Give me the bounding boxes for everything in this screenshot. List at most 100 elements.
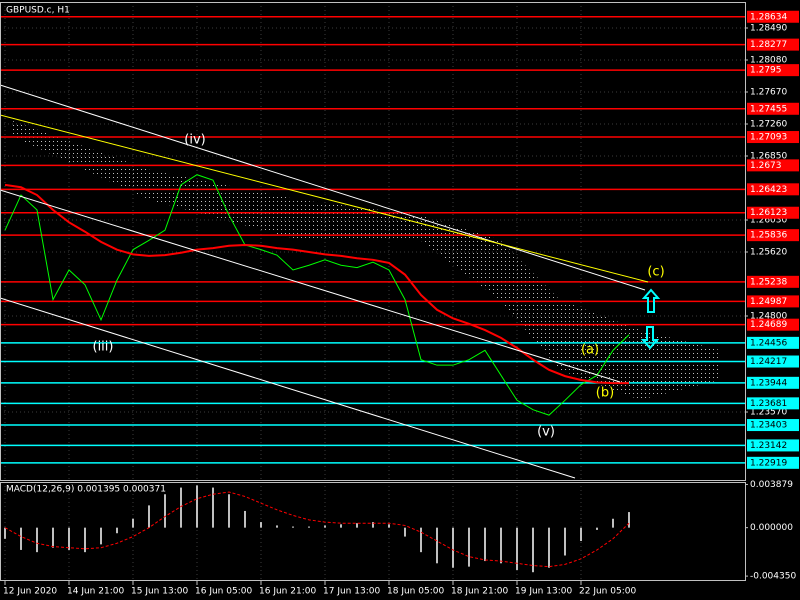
macd-bar [324,525,326,528]
trend-lines [0,84,649,479]
trend-line [0,189,621,383]
macd-bar [116,527,118,534]
macd-bar [52,527,54,548]
y-tick-label: 1.24800 [750,312,787,322]
wave-label: (b) [596,386,614,401]
macd-bar [164,494,166,528]
level-label: 1.28277 [750,40,787,50]
x-tick-label: 16 Jun 21:00 [259,587,316,597]
level-label: 1.23403 [750,421,787,431]
level-label: 1.24217 [750,357,787,367]
annotations: (iii) (iv) (v) (a) (b) (c) [93,133,665,440]
x-tick-label: 15 Jun 13:00 [131,587,188,597]
level-label-box [747,355,799,368]
level-label: 1.27455 [750,104,787,114]
macd-bar [580,527,582,542]
macd-bar [548,527,550,568]
y-tick-label: 1.23570 [750,408,787,418]
macd-panel [4,485,630,573]
level-label: 1.28634 [750,12,787,22]
y-tick-label: 0.000000 [750,523,793,533]
wave-label: (v) [537,425,555,440]
level-label-box [747,10,799,23]
x-tick-label: 14 Jun 21:00 [67,587,124,597]
macd-bar [340,524,342,528]
x-tick-label: 12 Jun 2020 [3,587,57,597]
macd-bar [292,526,294,528]
macd-bar [260,522,262,528]
macd-bar [564,527,566,556]
arrow-up [641,288,661,313]
level-label-box [747,376,799,389]
level-label: 1.25238 [750,277,787,287]
level-label: 1.24456 [750,338,787,348]
level-label-box [747,102,799,115]
level-label-box [747,183,799,196]
level-label: 1.26123 [750,208,787,218]
level-label: 1.23944 [750,378,787,388]
y-tick-label: 1.27260 [750,119,787,129]
macd-bar [404,527,406,537]
macd-bar [468,527,470,567]
macd-bar [452,527,454,568]
series [4,174,630,416]
wave-label: (c) [647,265,664,280]
chart-title: GBPUSD.c, H1 [6,6,70,16]
macd-bar [596,527,598,530]
moving-average [4,183,629,385]
macd-bar [516,527,518,570]
y-tick-label: 1.28080 [750,55,787,65]
x-tick-label: 22 Jun 05:00 [579,587,636,597]
macd-panel-border [0,482,746,581]
level-label: 1.27093 [750,133,787,143]
level-label-box [747,206,799,219]
wave-label: (iv) [184,133,205,148]
y-tick-label: 1.27670 [750,87,787,97]
macd-bar [212,487,214,528]
macd-bar [500,527,502,564]
level-label-box [747,131,799,144]
y-tick-label: 1.26850 [750,151,787,161]
macd-bar [388,524,390,528]
macd-bar [180,487,182,528]
level-label-box [747,275,799,288]
level-label: 1.2795 [750,66,782,76]
macd-bar [132,518,134,528]
macd-title: MACD(12,26,9) 0.001395 0.000371 [6,485,166,495]
y-tick-label: 0.003879 [750,480,793,490]
level-label-box [747,439,799,452]
macd-bar [84,527,86,553]
axes: 1.28490 1.28080 1.27670 1.27260 1.26850 1.260… [3,10,799,597]
price-line [4,174,630,416]
level-label: 1.23681 [750,399,787,409]
level-label: 1.24987 [750,297,787,307]
y-tick-label: -0.004350 [750,572,796,582]
y-tick-label: 1.28490 [750,23,787,33]
x-tick-label: 19 Jun 13:00 [515,587,572,597]
macd-bar [68,527,70,550]
trend-line [0,84,646,291]
macd-bar [308,526,310,528]
macd-bar [100,527,102,545]
x-tick-label: 17 Jun 13:00 [323,587,380,597]
x-tick-label: 18 Jun 05:00 [387,587,444,597]
macd-bar [244,510,246,528]
wave-label: (a) [581,343,599,358]
y-tick-label: 1.25620 [750,248,787,258]
level-label-box [747,64,799,77]
macd-bar [532,527,534,573]
level-label-box [747,295,799,308]
level-label-box [747,419,799,432]
macd-bar [36,527,38,553]
level-label: 1.23142 [750,441,787,451]
macd-signal [4,491,630,568]
macd-bar [436,527,438,564]
x-tick-label: 16 Jun 05:00 [195,587,252,597]
x-tick-label: 18 Jun 21:00 [451,587,508,597]
macd-bar [148,505,150,528]
macd-bar [4,527,6,539]
level-label-box [747,336,799,349]
macd-bar [372,522,374,528]
